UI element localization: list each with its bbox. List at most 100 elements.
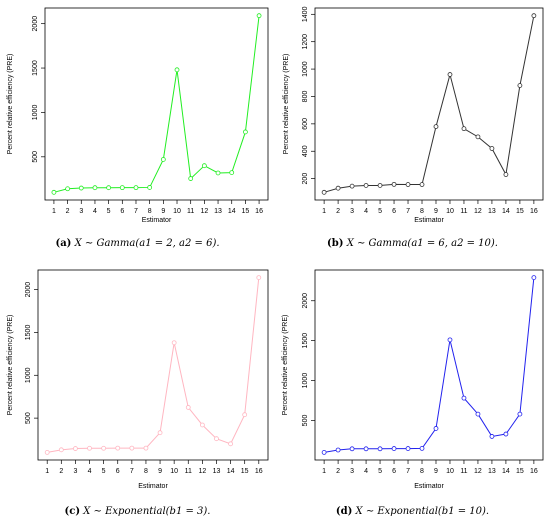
data-point (92, 185, 98, 191)
x-tick-label: 6 (116, 468, 120, 475)
plot-frame (314, 7, 544, 201)
x-tick-label: 14 (227, 468, 235, 475)
caption-d: (d) X ∼ Exponential(b1 = 10). (275, 506, 550, 517)
data-point (363, 183, 369, 188)
data-point (174, 67, 180, 73)
caption-a-text: X ∼ Gamma(a1 = 2, a2 = 6). (74, 238, 220, 249)
x-tick-label: 12 (198, 468, 206, 475)
x-tick-label: 3 (79, 208, 83, 215)
x-tick-label: 1 (322, 208, 326, 215)
x-tick-label: 11 (187, 208, 194, 215)
x-axis-title: Estimator (414, 483, 444, 490)
x-tick-label: 9 (434, 208, 438, 215)
chart-c: 1 2 3 4 5 6 7 8 9 10 11 12 13 14 15 16500100015002000Es… (7, 269, 269, 490)
x-tick-label: 15 (241, 468, 249, 475)
x-tick-label: 14 (502, 468, 510, 475)
x-tick-label: 16 (530, 468, 538, 475)
x-tick-label: 9 (158, 468, 162, 475)
x-tick-label: 2 (336, 208, 340, 215)
y-tick-label: 1500 (25, 325, 32, 341)
x-tick-label: 16 (255, 208, 263, 215)
data-point (419, 182, 425, 187)
data-point (129, 445, 135, 451)
caption-c-label: (c) (64, 506, 81, 517)
x-tick-label: 8 (420, 208, 424, 215)
y-tick-label: 600 (302, 118, 309, 130)
y-tick-label: 500 (25, 412, 32, 424)
data-point (447, 337, 453, 343)
x-tick-label: 6 (392, 208, 396, 215)
caption-d-text: X ∼ Exponential(b1 = 10). (355, 506, 490, 517)
data-point (73, 446, 78, 451)
y-axis-title: Percent relative efficiency (PRE) (282, 315, 289, 416)
chart-panel-c: 1 2 3 4 5 6 7 8 9 10 11 12 13 14 15 16 500 1000 1500 2000 Es… (0, 262, 275, 520)
x-tick-label: 1 (52, 208, 56, 215)
x-tick-label: 9 (434, 468, 438, 475)
data-point (243, 129, 248, 135)
x-tick-label: 12 (474, 468, 482, 475)
data-point (58, 447, 64, 453)
data-point (391, 181, 397, 187)
chart-d: 1 2 3 4 5 6 7 8 9 10 11 12 13 14 15 16500100015002000Es… (282, 269, 544, 490)
data-point (489, 434, 495, 439)
data-point (160, 157, 166, 162)
caption-c-text: X ∼ Exponential(b1 = 3). (83, 506, 211, 517)
data-point (349, 446, 355, 452)
data-point (321, 189, 327, 195)
data-point (531, 13, 537, 19)
y-tick-label: 1500 (302, 333, 309, 349)
plot-frame (314, 269, 544, 461)
data-point (335, 447, 341, 453)
data-point (377, 446, 383, 452)
x-tick-label: 7 (406, 468, 410, 475)
y-tick-label: 1500 (32, 60, 39, 76)
y-tick-label: 400 (302, 145, 309, 157)
x-axis-title: Estimator (138, 483, 168, 490)
caption-a: (a) X ∼ Gamma(a1 = 2, a2 = 6). (0, 238, 275, 249)
data-point (419, 446, 425, 451)
caption-b-text: X ∼ Gamma(a1 = 6, a2 = 10). (346, 238, 498, 249)
data-point (461, 395, 467, 401)
data-point (201, 163, 207, 169)
y-tick-label: 200 (302, 173, 309, 185)
data-point (106, 185, 112, 191)
data-point (44, 449, 50, 455)
x-axis-title: Estimator (142, 217, 172, 224)
y-tick-label: 1000 (32, 105, 39, 121)
data-point (143, 445, 149, 451)
x-tick-label: 4 (364, 208, 368, 215)
x-tick-label: 15 (516, 208, 524, 215)
data-point (335, 185, 341, 191)
x-tick-label: 13 (488, 468, 496, 475)
x-tick-label: 6 (392, 468, 396, 475)
data-point (147, 185, 153, 190)
data-point (199, 422, 205, 428)
data-point (433, 426, 439, 431)
x-tick-label: 14 (502, 208, 510, 215)
data-point (65, 186, 70, 192)
data-point (391, 446, 397, 451)
x-tick-label: 8 (148, 208, 152, 215)
data-point (475, 411, 481, 417)
data-point (229, 170, 235, 176)
chart-b: 1 2 3 4 5 6 7 8 9 10 11 12 13 14 15 1620040060080010001… (283, 6, 544, 224)
x-tick-label: 3 (350, 208, 354, 215)
data-point (228, 441, 233, 447)
y-axis-title: Percent relative efficiency (PRE) (7, 54, 14, 155)
x-tick-label: 11 (460, 208, 467, 215)
x-tick-label: 7 (130, 468, 134, 475)
y-tick-label: 2000 (32, 16, 39, 32)
caption-b-label: (b) (327, 238, 344, 249)
x-tick-label: 2 (336, 468, 340, 475)
y-tick-label: 1400 (302, 6, 309, 22)
y-tick-label: 1200 (302, 34, 309, 50)
series-line (47, 277, 260, 453)
x-tick-label: 9 (161, 208, 165, 215)
data-point (447, 72, 453, 77)
x-tick-label: 7 (406, 208, 410, 215)
x-tick-label: 11 (185, 468, 192, 475)
data-point (242, 412, 248, 418)
data-point (78, 185, 84, 191)
x-tick-label: 10 (170, 468, 178, 475)
x-tick-label: 1 (322, 468, 326, 475)
